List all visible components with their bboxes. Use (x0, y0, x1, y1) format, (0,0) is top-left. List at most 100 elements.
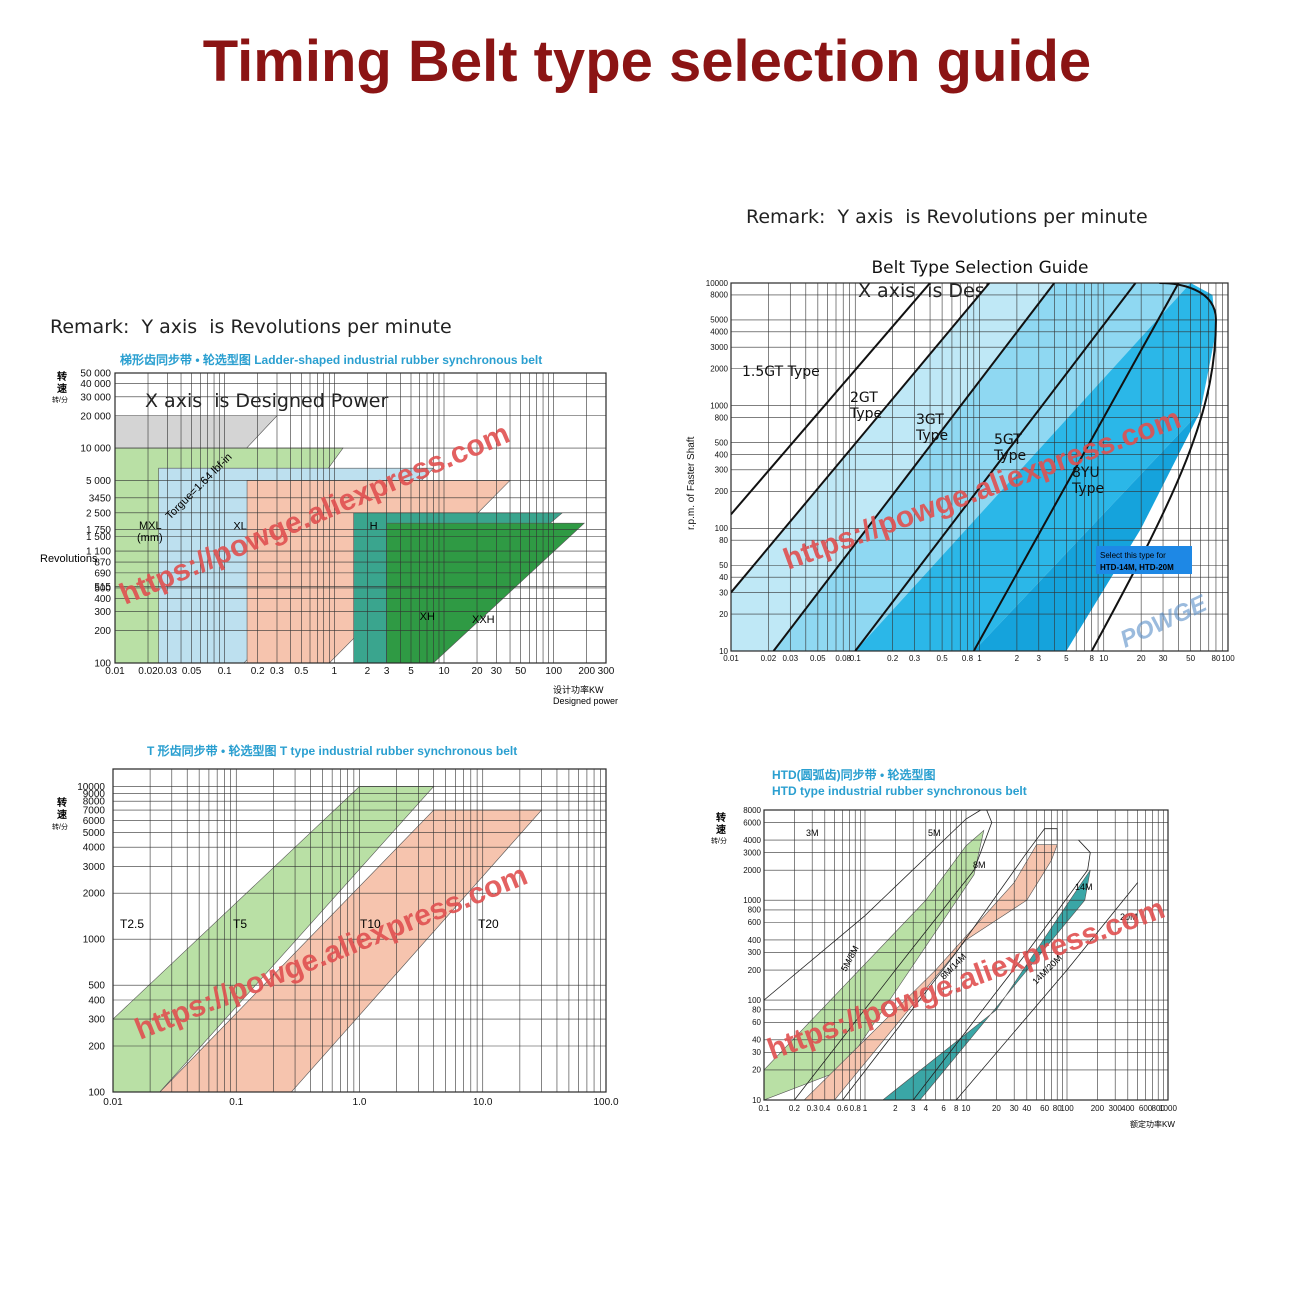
y-tick-label: 500 (94, 583, 111, 594)
x-tick-label: 0.2 (887, 654, 899, 663)
y-tick-label: 40 (719, 573, 728, 582)
y-tick-label: 30 000 (80, 392, 111, 403)
y-tick-label: 80 (752, 1006, 761, 1015)
y-tick-label: 1000 (710, 401, 728, 410)
x-tick-label: 200 (578, 666, 595, 677)
series-label: 20M (1120, 912, 1138, 922)
y-label-2: 速 (716, 823, 726, 836)
series-label: 14M (1075, 882, 1093, 892)
curve-3m (764, 810, 981, 1001)
series-line (772, 283, 1056, 651)
x-tick-label: 10 (962, 1104, 971, 1113)
x-tick-label: 3 (384, 666, 390, 677)
x-tick-label: 20 (992, 1104, 1001, 1113)
y-tick-label: 4000 (710, 328, 728, 337)
series-label: 1.5GT Type (742, 364, 820, 380)
x-tick-label: 0.5 (294, 666, 308, 677)
x-tick-label: 0.4 (819, 1104, 831, 1113)
y-axis-label: r.p.m. of Faster Shaft (686, 436, 697, 530)
y-tick-label: 200 (715, 487, 729, 496)
series-label: 5GT (994, 432, 1022, 448)
x-tick-label: 5 (1064, 654, 1069, 663)
x-tick-label: 0.01 (105, 666, 125, 677)
series-line (731, 283, 991, 594)
x-tick-label: 80 (1053, 1104, 1062, 1113)
x-tick-label: 0.01 (723, 654, 739, 663)
x-tick-label: 0.08 (835, 654, 851, 663)
band-5m8m (764, 829, 985, 1100)
x-tick-label: 0.01 (103, 1097, 123, 1108)
series-label: T5 (233, 917, 247, 931)
series-label-xl: XL (233, 520, 246, 532)
x-tick-label: 0.02 (761, 654, 777, 663)
series-label-xh: XH (420, 611, 435, 623)
x-tick-label: 3 (1037, 654, 1042, 663)
y-tick-label: 100 (88, 1088, 105, 1099)
x-tick-label: 6 (941, 1104, 946, 1113)
x-tick-label: 20 (471, 666, 483, 677)
y-tick-label: 300 (748, 948, 762, 957)
x-tick-label: 0.03 (158, 666, 178, 677)
y-tick-label: 600 (748, 918, 762, 927)
x-tick-label: 0.2 (251, 666, 265, 677)
x-tick-label: 1.0 (353, 1097, 367, 1108)
y-tick-label: 80 (719, 536, 728, 545)
x-tick-label: 800 (1152, 1104, 1166, 1113)
x-tick-label: 2 (1015, 654, 1020, 663)
series-line (731, 283, 931, 516)
y-tick-label: 300 (88, 1015, 105, 1026)
y-tick-label: 500 (715, 438, 729, 447)
x-tick-label: 1 (863, 1104, 868, 1113)
y-tick-label: 2000 (710, 365, 728, 374)
y-label-1: 转 (57, 370, 67, 383)
y-tick-label: 10000 (706, 279, 729, 288)
y-tick-label: 3000 (743, 848, 761, 857)
x-tick-label: 0.5 (937, 654, 949, 663)
x-label-1: 设计功率KW (553, 684, 604, 695)
x-tick-label: 10.0 (473, 1097, 493, 1108)
y-tick-label: 2000 (83, 889, 106, 900)
chart-htd-subtitle: HTD type industrial rubber synchronous b… (772, 784, 1027, 798)
x-tick-label: 0.8 (850, 1104, 862, 1113)
y-tick-label: 8000 (710, 291, 728, 300)
series-label: 2GT (850, 390, 878, 406)
y-tick-label: 800 (748, 906, 762, 915)
band-3gt (773, 283, 1191, 651)
y-tick-label: 5 000 (86, 476, 111, 487)
y-tick-label: 30 (719, 588, 728, 597)
curve-14m (912, 839, 1091, 1100)
x-tick-label: 10 (1099, 654, 1108, 663)
y-tick-label: 200 (94, 626, 111, 637)
series-label-mxl-unit: (mm) (137, 532, 163, 544)
x-tick-label: 3 (911, 1104, 916, 1113)
x-tick-label: 0.1 (229, 1097, 243, 1108)
y-tick-label: 20 (752, 1066, 761, 1075)
y-tick-label: 3450 (89, 493, 112, 504)
y-tick-label: 40 000 (80, 379, 111, 390)
series-line (972, 283, 1180, 651)
y-tick-label: 500 (88, 981, 105, 992)
y-tick-label: 800 (715, 413, 729, 422)
y-tick-label: 10 (719, 647, 728, 656)
chart-htd: HTD(圆弧齿)同步带 • 轮选型图 HTD type industrial ru… (711, 767, 1177, 1129)
y-tick-label: 10 000 (80, 444, 111, 455)
y-tick-label: 690 (94, 568, 111, 579)
y-tick-label: 5000 (710, 316, 728, 325)
y-tick-label: 100 (94, 659, 111, 670)
series-label: Type (915, 428, 948, 444)
y-tick-label: 1 100 (86, 547, 111, 558)
curve-20m (955, 882, 1138, 1100)
y-tick-label: 300 (715, 466, 729, 475)
y-tick-label: 20 (719, 610, 728, 619)
y-tick-label: 5000 (83, 828, 106, 839)
x-axis-label: 额定功率KW (1130, 1119, 1175, 1129)
logo-text: POWGE (1116, 590, 1212, 654)
y-tick-label: 6000 (83, 816, 106, 827)
x-tick-label: 80 (1212, 654, 1221, 663)
y-tick-label: 20 000 (80, 411, 111, 422)
series-label: 3GT (916, 412, 944, 428)
note-line2: HTD-14M, HTD-20M (1100, 563, 1174, 572)
y-tick-label: 30 (752, 1048, 761, 1057)
x-tick-label: 20 (1137, 654, 1146, 663)
x-tick-label: 100.0 (593, 1097, 618, 1108)
